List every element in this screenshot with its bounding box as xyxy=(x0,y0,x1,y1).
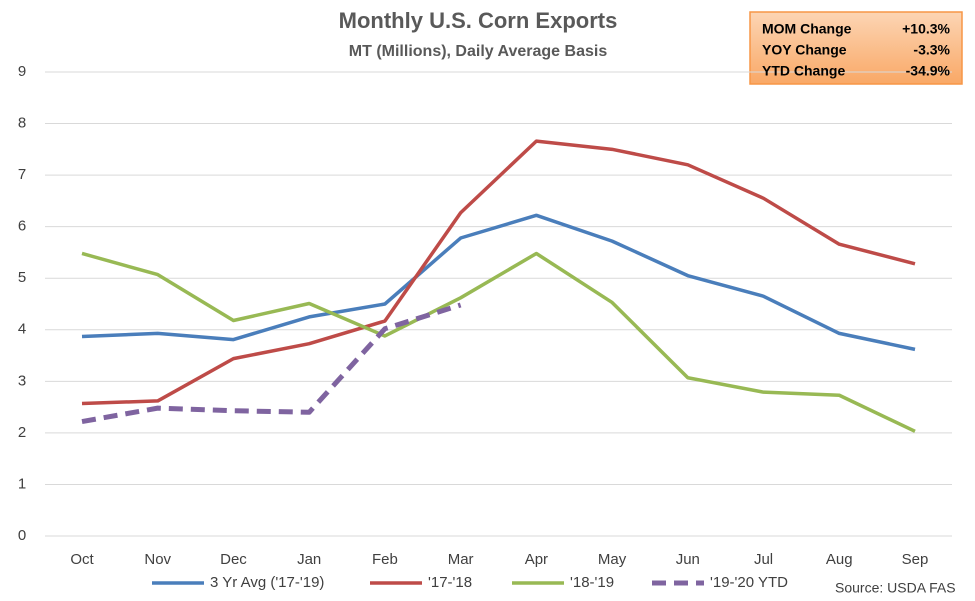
x-tick-label: Sep xyxy=(902,551,929,568)
x-tick-label: Jul xyxy=(754,551,773,568)
info-value: -3.3% xyxy=(913,42,950,58)
x-tick-label: Feb xyxy=(372,551,398,568)
y-tick-label: 9 xyxy=(18,63,26,80)
y-tick-label: 7 xyxy=(18,166,26,183)
y-tick-label: 8 xyxy=(18,115,26,132)
y-tick-label: 4 xyxy=(18,321,26,338)
info-value: -34.9% xyxy=(906,63,951,79)
x-tick-label: Oct xyxy=(70,551,94,568)
chart-title: Monthly U.S. Corn Exports xyxy=(339,8,618,33)
y-tick-label: 0 xyxy=(18,527,26,544)
y-tick-label: 6 xyxy=(18,218,26,235)
info-value: +10.3% xyxy=(902,21,950,37)
x-tick-label: Nov xyxy=(144,551,171,568)
x-tick-label: Dec xyxy=(220,551,247,568)
legend-label: '17-'18 xyxy=(428,574,472,591)
source-note: Source: USDA FAS xyxy=(835,580,956,596)
y-tick-label: 2 xyxy=(18,424,26,441)
series-line xyxy=(81,213,916,352)
x-tick-label: Jan xyxy=(297,551,321,568)
x-tick-label: May xyxy=(598,551,627,568)
x-tick-label: Mar xyxy=(448,551,474,568)
x-tick-label: Jun xyxy=(676,551,700,568)
y-tick-label: 1 xyxy=(18,475,26,492)
chart-subtitle: MT (Millions), Daily Average Basis xyxy=(349,43,608,60)
series-line xyxy=(81,139,916,406)
y-tick-label: 3 xyxy=(18,372,26,389)
x-tick-label: Apr xyxy=(525,551,548,568)
info-label: MOM Change xyxy=(762,21,852,37)
y-tick-label: 5 xyxy=(18,269,26,286)
legend-label: '19-'20 YTD xyxy=(710,574,788,591)
series-line xyxy=(81,251,916,433)
legend-label: '18-'19 xyxy=(570,574,614,591)
info-label: YTD Change xyxy=(762,63,845,79)
x-tick-label: Aug xyxy=(826,551,853,568)
legend-label: 3 Yr Avg ('17-'19) xyxy=(210,574,324,591)
series-line xyxy=(81,302,462,425)
info-label: YOY Change xyxy=(762,42,847,58)
